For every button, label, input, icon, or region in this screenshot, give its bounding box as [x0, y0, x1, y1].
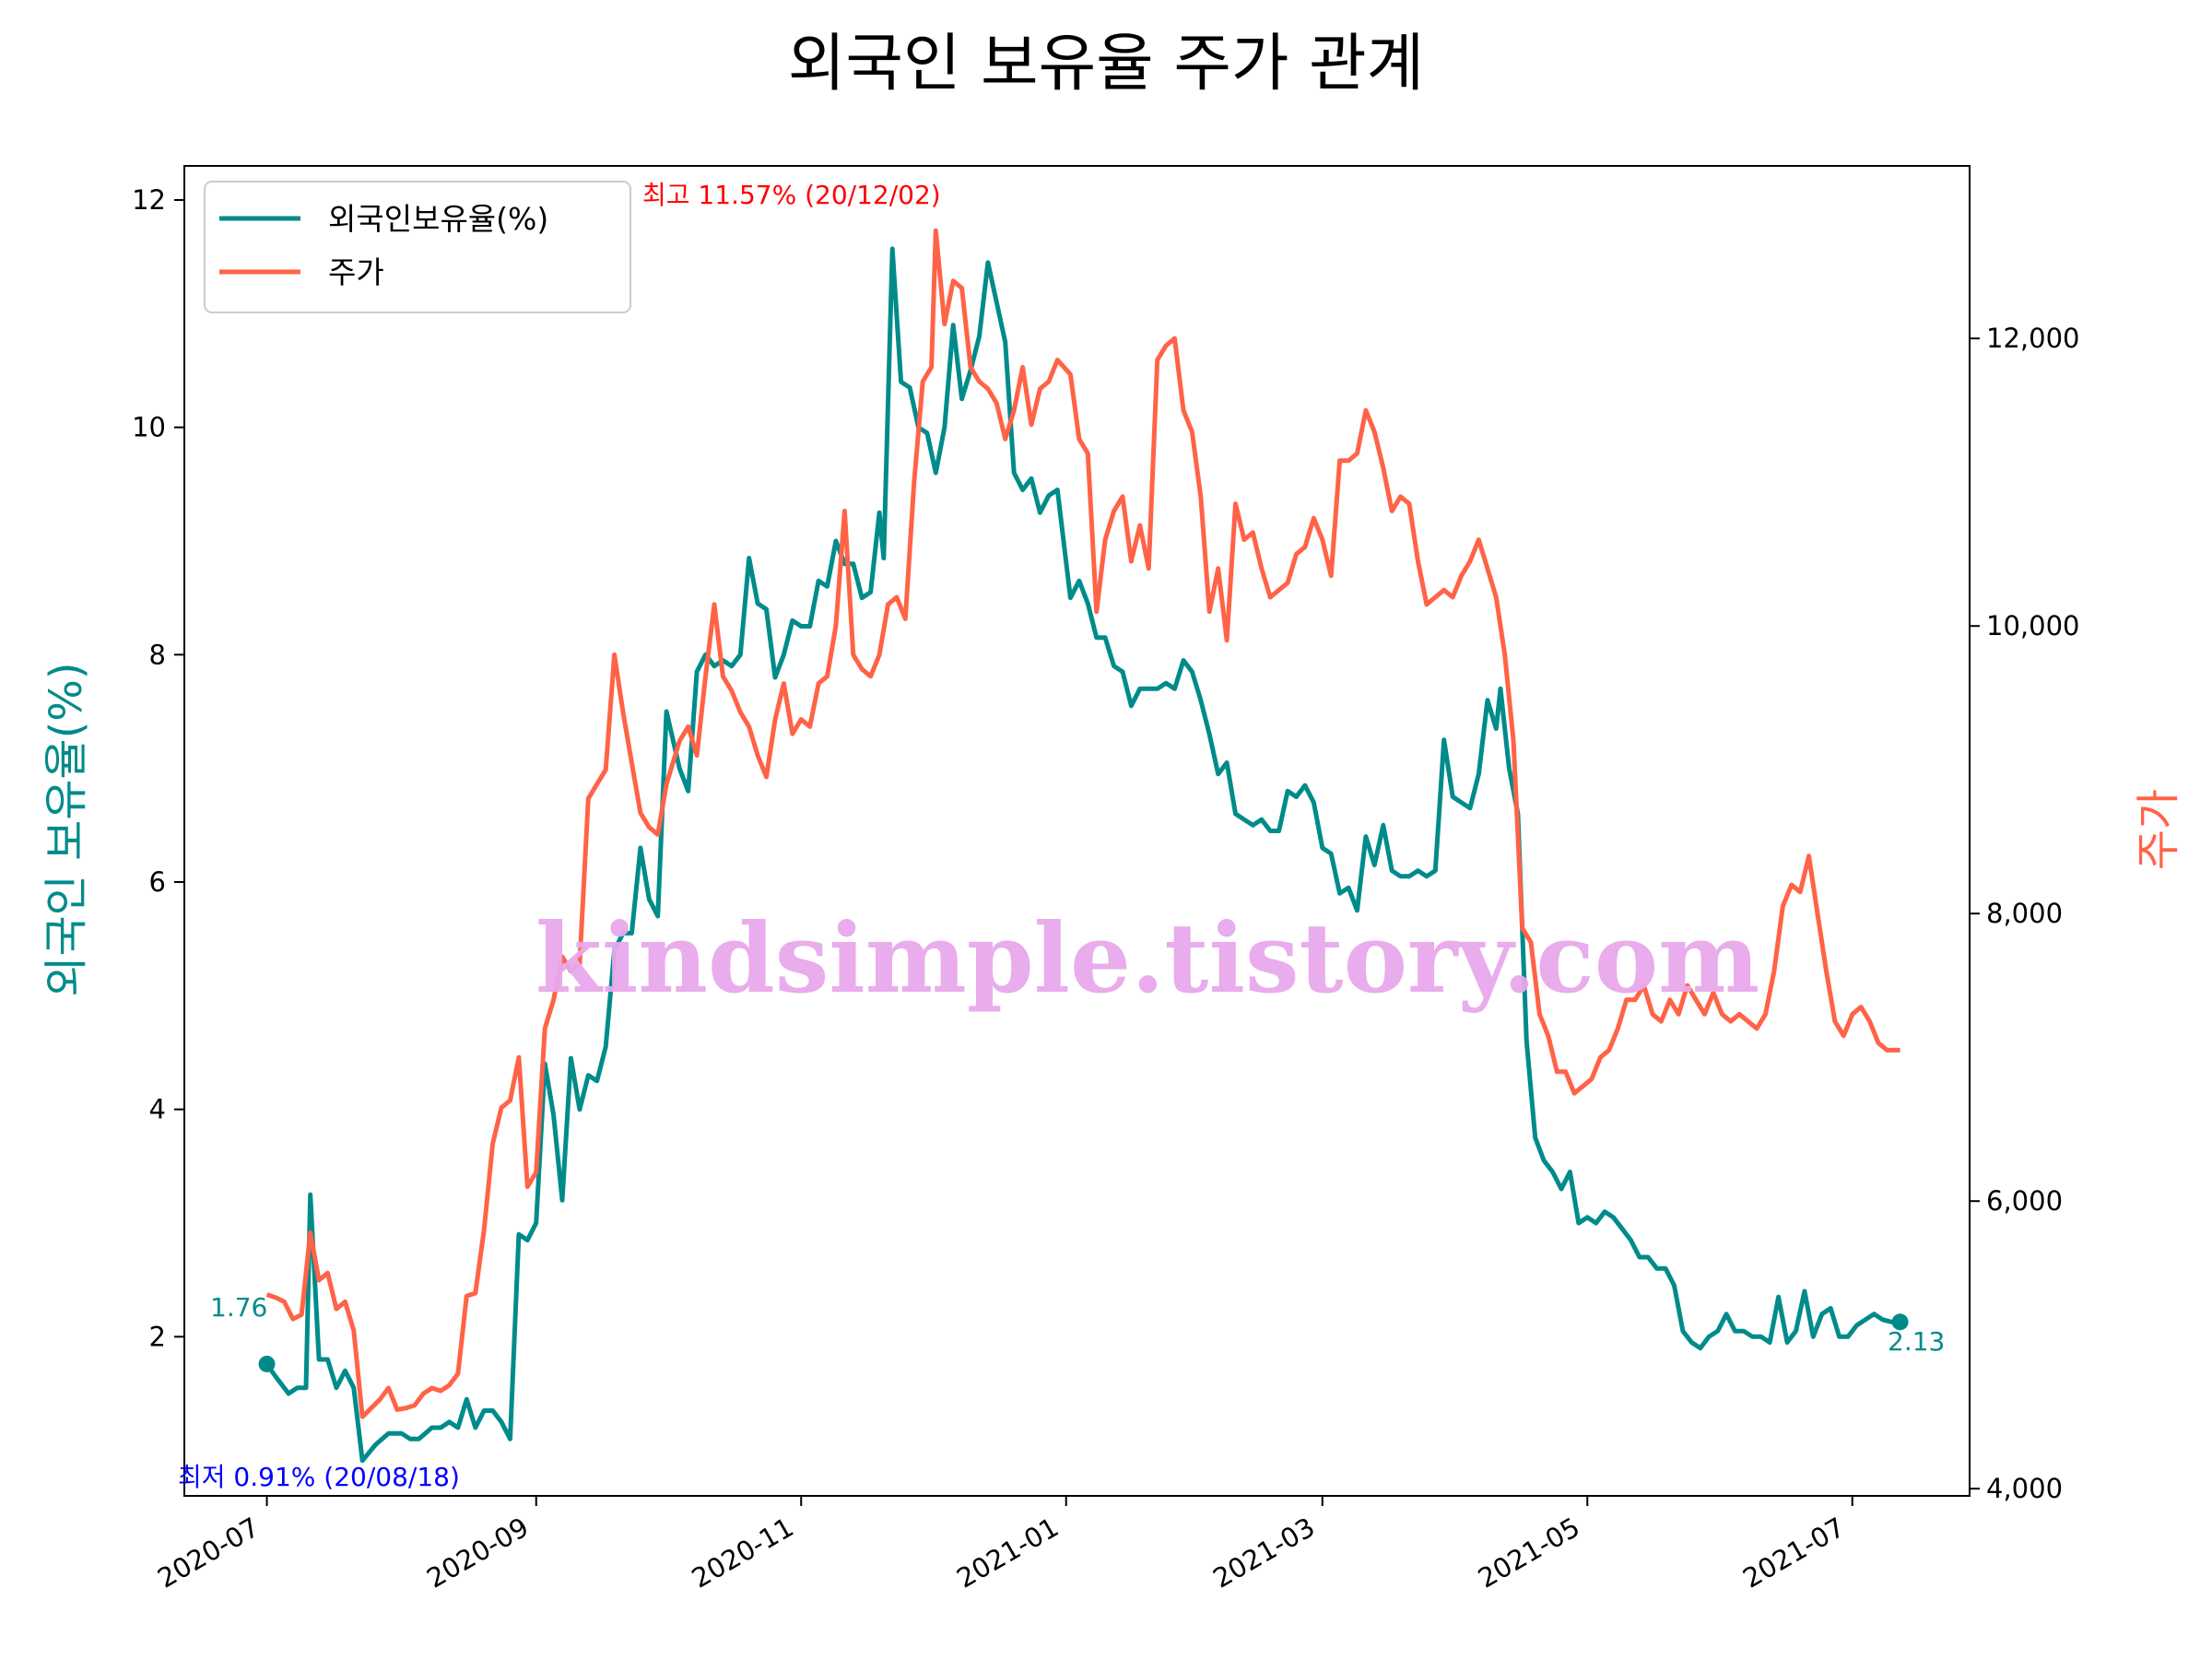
stock-price-line	[265, 228, 1900, 1419]
y-left-tick-label: 8	[149, 639, 166, 670]
x-tick-label: 2021-05	[1473, 1512, 1585, 1594]
x-tick-label: 2021-03	[1207, 1512, 1320, 1594]
y-left-tick-label: 4	[149, 1094, 166, 1125]
legend-label-ratio: 외국인보유율(%)	[328, 201, 548, 237]
y-left-tick-label: 10	[132, 412, 166, 443]
y-right-tick-label: 8,000	[1986, 898, 2063, 929]
series-layer	[258, 228, 1909, 1464]
x-tick-label: 2020-11	[687, 1512, 799, 1594]
max-annotation: 최고 11.57% (20/12/02)	[642, 180, 941, 210]
end-point-marker	[1891, 1313, 1909, 1331]
x-tick-label: 2021-07	[1737, 1512, 1850, 1594]
x-tick-label: 2020-09	[421, 1512, 534, 1594]
foreign-ratio-line	[265, 246, 1900, 1464]
legend-box	[204, 181, 631, 313]
chart-title: 외국인 보유율 주가 관계	[788, 28, 1424, 100]
y-axis-right-label: 주가	[2133, 789, 2184, 870]
plot-frame	[183, 165, 1971, 1497]
min-annotation: 최저 0.91% (20/08/18)	[178, 1462, 460, 1492]
y-left-tick-label: 6	[149, 866, 166, 898]
legend: 외국인보유율(%) 주가	[204, 181, 631, 313]
x-tick-label: 2020-07	[152, 1512, 265, 1594]
watermark-text: kindsimple.tistory.com	[535, 901, 1759, 1015]
y-right-tick-label: 6,000	[1986, 1185, 2063, 1217]
y-right-tick-label: 12,000	[1986, 323, 2079, 354]
y-right-tick-label: 4,000	[1986, 1473, 2063, 1504]
legend-label-price: 주가	[328, 254, 384, 290]
y-left-tick-label: 12	[132, 184, 166, 216]
start-value-annotation: 1.76	[210, 1292, 267, 1323]
start-point-marker	[258, 1355, 276, 1372]
y-axis-left-label: 외국인 보유율(%)	[41, 662, 92, 996]
y-right-tick-label: 10,000	[1986, 610, 2079, 641]
end-value-annotation: 2.13	[1888, 1326, 1945, 1357]
x-tick-label: 2021-01	[951, 1512, 1064, 1594]
y-left-tick-label: 2	[149, 1321, 166, 1352]
